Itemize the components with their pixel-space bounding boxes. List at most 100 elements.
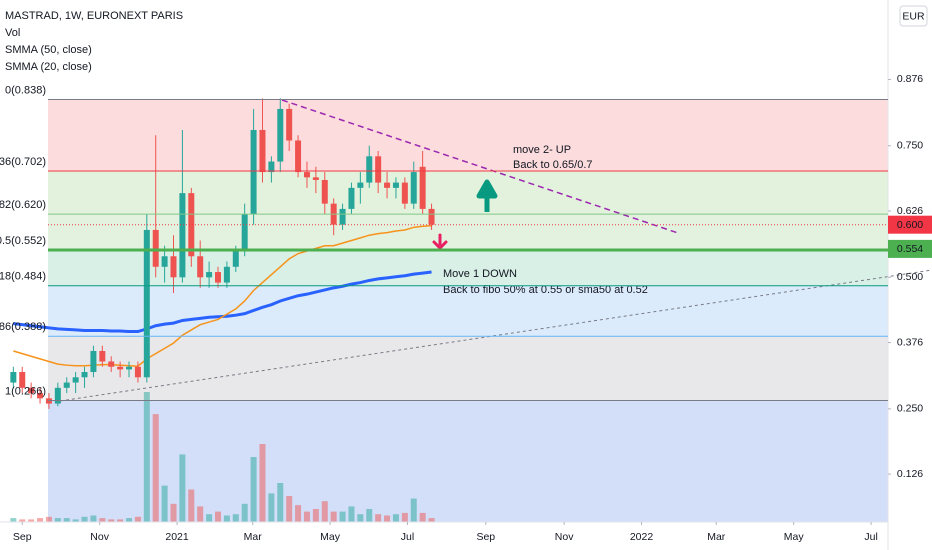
fib-label: 1(0.266) bbox=[5, 385, 46, 397]
price-badge-label: 0.554 bbox=[897, 243, 923, 255]
fib-zones bbox=[48, 99, 888, 522]
candle-body bbox=[54, 387, 61, 404]
volume-bar bbox=[19, 519, 26, 522]
volume-bar bbox=[214, 511, 221, 522]
fib-zone bbox=[48, 171, 888, 215]
volume-bar bbox=[72, 519, 79, 522]
fib-label: 0.236(0.702) bbox=[0, 156, 46, 168]
x-tick-label: Jul bbox=[864, 531, 877, 543]
volume-bar bbox=[126, 518, 133, 522]
legend-entry: SMMA (50, close) bbox=[5, 44, 92, 56]
candle-body bbox=[188, 193, 195, 257]
candle-body bbox=[268, 161, 275, 173]
fib-zone bbox=[48, 99, 888, 172]
currency-box[interactable] bbox=[899, 5, 928, 27]
volume-bar bbox=[223, 515, 230, 522]
candle-body bbox=[392, 182, 399, 188]
volume-bar bbox=[54, 518, 61, 522]
x-tick-label: Mar bbox=[707, 531, 726, 543]
volume-bar bbox=[392, 514, 399, 522]
x-tick-label: Sep bbox=[476, 531, 495, 543]
x-tick-label: Sep bbox=[13, 531, 32, 543]
candle-body bbox=[401, 182, 408, 204]
price-badge bbox=[888, 239, 932, 258]
candle-body bbox=[99, 350, 106, 362]
candle-body bbox=[277, 108, 284, 162]
x-tick-label: 2022 bbox=[630, 531, 654, 543]
legend-entry: Vol bbox=[5, 27, 20, 39]
candle-body bbox=[10, 372, 17, 383]
candle-body bbox=[250, 129, 257, 215]
candle-body bbox=[410, 172, 417, 204]
fib-label: 0.618(0.484) bbox=[0, 271, 46, 283]
candle-body bbox=[134, 366, 141, 378]
candle-body bbox=[241, 214, 248, 252]
volume-bar bbox=[134, 516, 141, 522]
volume-bar bbox=[410, 498, 417, 522]
candle-body bbox=[232, 251, 239, 267]
candle-body bbox=[366, 156, 373, 183]
y-tick-label: 0.126 bbox=[897, 468, 923, 480]
fib-label: 0.786(0.388) bbox=[0, 321, 46, 333]
volume-bar bbox=[321, 501, 328, 522]
chart-title: MASTRAD, 1W, EURONEXT PARIS bbox=[5, 10, 183, 22]
fib-zone bbox=[48, 336, 888, 401]
y-tick-label: 0.750 bbox=[897, 140, 923, 152]
volume-bar bbox=[366, 509, 373, 522]
plot bbox=[10, 98, 435, 522]
candle-body bbox=[126, 366, 133, 370]
candle-body bbox=[259, 129, 266, 173]
volume-bar bbox=[303, 511, 310, 522]
volume-bar bbox=[63, 518, 70, 522]
fib-label: 0.382(0.620) bbox=[0, 199, 46, 211]
y-tick-label: 0.500 bbox=[897, 271, 923, 283]
fib-zone bbox=[48, 214, 888, 250]
price-badge bbox=[888, 215, 932, 234]
volume-bar bbox=[179, 454, 186, 522]
fib-label: 0(0.838) bbox=[5, 84, 46, 96]
volume-bar bbox=[197, 506, 204, 522]
volume-bar bbox=[428, 518, 435, 522]
volume-bar bbox=[90, 515, 97, 522]
volume-bar bbox=[117, 519, 124, 522]
volume-bar bbox=[401, 512, 408, 522]
volume-bar bbox=[241, 503, 248, 522]
candle-body bbox=[214, 272, 221, 283]
candle-body bbox=[28, 387, 35, 394]
candle-body bbox=[72, 377, 79, 383]
x-tick-label: May bbox=[320, 531, 341, 543]
x-tick-label: May bbox=[784, 531, 805, 543]
candle-body bbox=[428, 208, 435, 225]
fib-zone bbox=[48, 285, 888, 337]
volume-bar bbox=[348, 506, 355, 522]
candle-body bbox=[45, 398, 52, 404]
volume-bar bbox=[384, 515, 391, 522]
x-tick-label: Mar bbox=[244, 531, 263, 543]
y-tick-label: 0.876 bbox=[897, 73, 923, 85]
candle-body bbox=[303, 172, 310, 178]
candle-body bbox=[19, 372, 26, 388]
volume-bar bbox=[295, 505, 302, 522]
candle-body bbox=[108, 361, 115, 367]
y-tick-label: 0.626 bbox=[897, 205, 923, 217]
currency[interactable]: EUR bbox=[902, 10, 925, 22]
volume-bar bbox=[268, 493, 275, 522]
volume-bar bbox=[28, 519, 35, 522]
volume-bar bbox=[152, 414, 159, 522]
volume-bar bbox=[161, 485, 168, 522]
candle-body bbox=[223, 266, 230, 283]
candle-body bbox=[161, 256, 168, 267]
volume-bar bbox=[108, 519, 115, 522]
y-tick-label: 0.376 bbox=[897, 336, 923, 348]
legend-entry: SMMA (20, close) bbox=[5, 61, 92, 73]
annotation: Move 1 DOWN bbox=[443, 268, 517, 280]
volume-bar bbox=[188, 489, 195, 522]
down-arrow bbox=[432, 233, 448, 251]
volume-bar bbox=[10, 518, 17, 522]
x-tick-label: 2021 bbox=[165, 531, 189, 543]
fib-zone bbox=[48, 400, 888, 522]
volume-bar bbox=[170, 503, 177, 522]
candle-body bbox=[143, 229, 150, 378]
volume-bar bbox=[277, 483, 284, 522]
smma-line bbox=[13, 224, 432, 368]
